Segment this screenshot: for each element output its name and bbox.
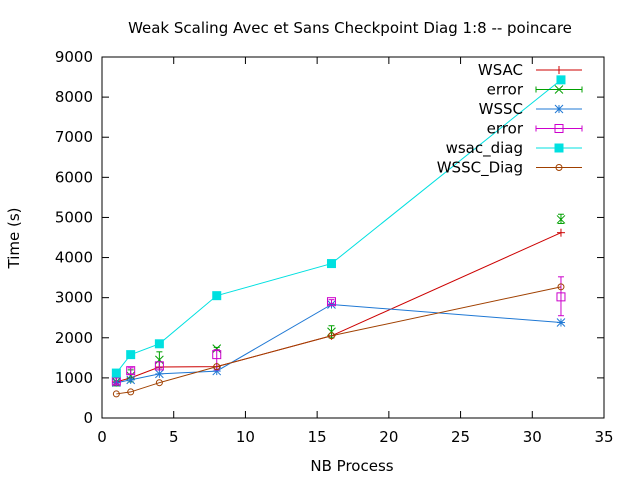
- y-tick-label: 0: [83, 409, 93, 427]
- x-tick-label: 5: [169, 428, 179, 446]
- series-line: [116, 286, 562, 395]
- data-point: [556, 318, 566, 327]
- y-tick-label: 1000: [55, 369, 93, 387]
- data-point: [556, 292, 566, 302]
- data-point: [555, 164, 563, 171]
- y-tick-label: 2000: [55, 329, 93, 347]
- y-tick-label: 8000: [55, 88, 93, 106]
- data-point: [556, 228, 565, 237]
- series-line: [116, 303, 562, 384]
- legend-label: error: [487, 120, 524, 138]
- legend-entry: wsac_diag: [446, 139, 582, 158]
- chart-title: Weak Scaling Avec et Sans Checkpoint Dia…: [128, 19, 572, 37]
- data-point: [556, 75, 566, 85]
- y-tick-label: 6000: [55, 168, 93, 186]
- series-3: [111, 276, 566, 386]
- data-point: [554, 104, 564, 114]
- data-point: [112, 390, 120, 398]
- series-5: [112, 283, 565, 398]
- legend-entry: error: [487, 81, 583, 99]
- data-point: [213, 363, 221, 371]
- plot-frame: [101, 56, 605, 419]
- data-point: [126, 366, 136, 376]
- legend-entry: WSSC: [479, 100, 582, 118]
- x-tick-label: 10: [236, 428, 255, 446]
- legend-entry: error: [487, 120, 583, 138]
- y-tick-label: 7000: [55, 128, 93, 146]
- x-tick-label: 25: [451, 428, 470, 446]
- data-point: [126, 371, 136, 381]
- data-point: [326, 297, 336, 307]
- data-point: [111, 368, 121, 378]
- x-tick-label: 0: [97, 428, 107, 446]
- data-point: [555, 66, 563, 74]
- data-point: [212, 291, 222, 301]
- data-point: [154, 361, 164, 371]
- legend-entry: WSAC: [478, 61, 582, 79]
- x-tick-label: 30: [523, 428, 542, 446]
- data-point: [327, 332, 335, 340]
- data-point: [126, 375, 136, 385]
- data-point: [556, 215, 566, 224]
- legend-label: wsac_diag: [446, 139, 523, 158]
- x-tick-label: 20: [379, 428, 398, 446]
- data-point: [557, 283, 565, 291]
- series-line: [116, 232, 562, 383]
- legend-label: error: [487, 81, 524, 99]
- x-tick-label: 15: [308, 428, 327, 446]
- series-layer: [111, 75, 566, 398]
- data-point: [212, 350, 222, 360]
- data-point: [554, 85, 564, 94]
- legend-label: WSAC: [478, 61, 523, 79]
- y-tick-label: 4000: [55, 249, 93, 267]
- y-axis-label: Time (s): [5, 208, 23, 270]
- data-point: [155, 355, 164, 365]
- series-1: [111, 213, 566, 387]
- data-point: [155, 369, 164, 379]
- legend-label: WSSC: [479, 100, 523, 118]
- data-point: [127, 388, 135, 396]
- data-point: [554, 124, 564, 133]
- data-point: [326, 259, 336, 269]
- series-0: [112, 228, 565, 386]
- legend-label: WSSC_Diag: [437, 159, 523, 178]
- legend-entry: WSSC_Diag: [437, 159, 582, 178]
- data-point: [212, 344, 222, 353]
- y-tick-label: 5000: [55, 208, 93, 226]
- series-2: [111, 300, 566, 388]
- y-tick-label: 3000: [55, 289, 93, 307]
- data-point: [155, 379, 163, 387]
- data-point: [126, 350, 136, 360]
- data-point: [554, 143, 564, 153]
- y-tick-label: 9000: [55, 48, 93, 66]
- x-tick-label: 35: [594, 428, 613, 446]
- x-axis-label: NB Process: [310, 457, 393, 475]
- axis-ticks: 0 5 10 15 20 25 30 35 0 1000 2000 3000 4000 5000 6000 7…: [55, 48, 614, 446]
- series-4: [111, 75, 566, 378]
- data-point: [154, 339, 164, 349]
